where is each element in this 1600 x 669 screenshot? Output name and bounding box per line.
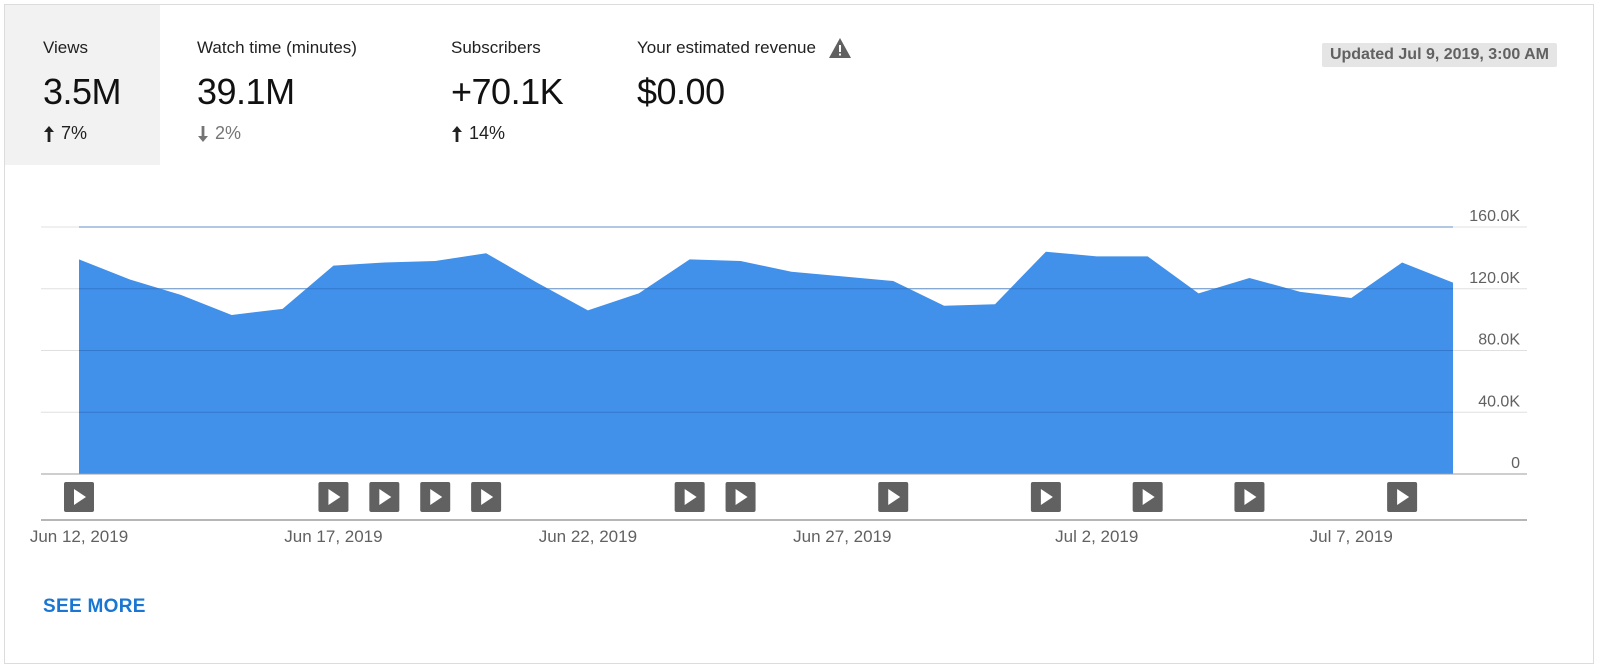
video-marker-play-icon[interactable]	[725, 482, 756, 512]
video-marker-play-icon[interactable]	[369, 482, 400, 512]
metric-label-text: Your estimated revenue	[637, 38, 816, 57]
metric-label: Subscribers	[451, 38, 541, 57]
metric-delta-value: 7%	[61, 123, 88, 143]
video-marker-play-icon[interactable]	[1132, 482, 1163, 512]
video-marker-play-icon[interactable]	[1234, 482, 1265, 512]
metric-delta-value: 14%	[469, 123, 506, 143]
video-marker-play-icon[interactable]	[1030, 482, 1061, 512]
metric-label: Views	[43, 38, 89, 57]
video-marker-play-icon[interactable]	[471, 482, 502, 512]
metric-value: 39.1M	[197, 71, 295, 112]
metric-delta: 14%	[451, 123, 600, 144]
metric-delta: 2%	[197, 123, 414, 144]
y-tick-label: 40.0K	[1478, 393, 1520, 410]
metric-value: 3.5M	[43, 71, 122, 112]
y-tick-label: 80.0K	[1478, 332, 1520, 349]
video-marker-play-icon[interactable]	[1387, 482, 1418, 512]
video-marker-play-icon[interactable]	[64, 482, 94, 512]
metric-value: $0.00	[637, 71, 725, 112]
metric-tab-subscribers[interactable]: Subscribers +70.1K 14%	[414, 5, 600, 165]
arrow-down-icon	[198, 125, 208, 142]
video-marker-play-icon[interactable]	[318, 482, 349, 512]
y-tick-label: 160.0K	[1469, 208, 1520, 225]
metric-tab-revenue[interactable]: Your estimated revenue $0.00	[600, 5, 900, 165]
video-marker-play-icon[interactable]	[420, 482, 451, 512]
x-tick-label: Jul 2, 2019	[1055, 527, 1138, 546]
warning-icon[interactable]	[828, 37, 852, 59]
x-tick-label: Jun 22, 2019	[539, 527, 637, 546]
x-tick-label: Jun 17, 2019	[284, 527, 382, 546]
views-area-series	[79, 251, 1453, 474]
views-area-chart: 160.0K 120.0K 80.0K 40.0K 0 Jun 12, 2019 Jun 1…	[30, 208, 1527, 546]
analytics-card: Views 3.5M 7% Watch time (minutes) 39.1M…	[4, 4, 1594, 664]
see-more-link[interactable]: SEE MORE	[43, 596, 146, 617]
metric-tab-watch-time[interactable]: Watch time (minutes) 39.1M 2%	[160, 5, 414, 165]
metric-label: Your estimated revenue	[637, 37, 900, 59]
x-tick-label: Jun 27, 2019	[793, 527, 891, 546]
metric-label: Watch time (minutes)	[197, 38, 357, 57]
metric-delta: 7%	[43, 123, 160, 144]
x-tick-label: Jul 7, 2019	[1310, 527, 1393, 546]
video-marker-play-icon[interactable]	[674, 482, 705, 512]
metric-tab-views[interactable]: Views 3.5M 7%	[5, 5, 160, 165]
arrow-up-icon	[452, 125, 462, 142]
metric-delta-value: 2%	[215, 123, 242, 143]
video-marker-play-icon[interactable]	[878, 482, 909, 512]
updated-timestamp: Updated Jul 9, 2019, 3:00 AM	[1321, 43, 1557, 67]
metric-value: +70.1K	[451, 71, 564, 112]
y-tick-label: 120.0K	[1469, 270, 1520, 287]
arrow-up-icon	[44, 125, 54, 142]
y-tick-label: 0	[1511, 455, 1520, 472]
x-tick-label: Jun 12, 2019	[30, 527, 128, 546]
